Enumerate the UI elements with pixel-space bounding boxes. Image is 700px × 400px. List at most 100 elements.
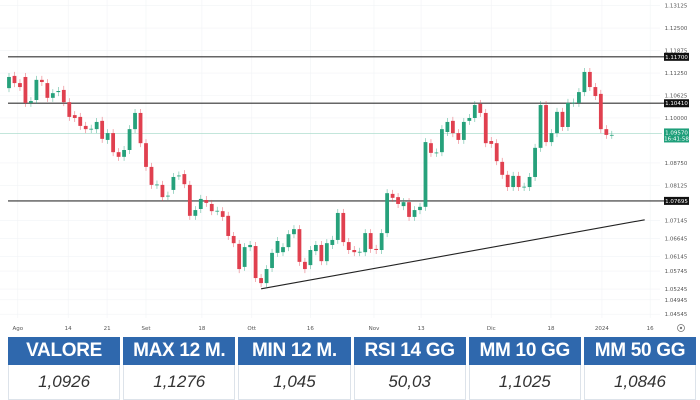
candle-down (187, 184, 192, 216)
x-tick-label: 2024 (595, 326, 609, 332)
candle-down (560, 111, 565, 127)
candle-up (56, 91, 61, 93)
x-tick-label: 14 (65, 326, 72, 332)
candle-up (571, 102, 576, 104)
candle-up (155, 184, 159, 186)
level-lines (0, 56, 665, 290)
candle-down (396, 197, 400, 204)
x-tick-label: Set (141, 326, 151, 332)
level-label: 1.07695 (665, 199, 688, 205)
candle-down (516, 175, 521, 188)
y-tick-label: 1.08125 (665, 183, 688, 189)
trendline (260, 219, 645, 290)
level-label-box (664, 196, 689, 205)
candle-down (226, 215, 231, 236)
candle-down (111, 133, 116, 153)
candle-down (12, 75, 17, 84)
gear-icon[interactable] (677, 324, 685, 332)
level-label: 1.11700 (665, 55, 688, 61)
candle-up (472, 105, 477, 118)
stat-value: 1,1025 (468, 365, 581, 400)
candle-down (429, 143, 433, 153)
candle-down (368, 233, 373, 249)
candle-down (494, 143, 499, 162)
candle-up (527, 176, 532, 188)
candle-down (450, 120, 455, 134)
candle-up (248, 244, 253, 248)
candle-down (100, 120, 105, 139)
candle-down (587, 71, 592, 88)
x-tick-label: Dic (487, 326, 496, 332)
stat-column: MAX 12 M. 1,1276 (123, 337, 236, 400)
y-tick-label: 1.06145 (665, 255, 688, 261)
stat-label: MIN 12 M. (238, 337, 351, 365)
candle-up (418, 206, 422, 211)
y-tick-label: 1.11250 (665, 71, 688, 77)
stat-value: 1,0926 (8, 365, 121, 400)
candle-up (533, 147, 537, 177)
x-tick-label: Ago (12, 326, 23, 332)
candle-up (29, 101, 33, 103)
stats-table: VALORE 1,0926 MAX 12 M. 1,1276 MIN 12 M. 1,04… (8, 337, 697, 400)
candle-down (259, 278, 263, 284)
y-tick-label: 1.13125 (665, 4, 688, 10)
level-label-box (664, 52, 689, 61)
candle-up (127, 129, 132, 150)
y-tick-label: 1.04945 (665, 298, 688, 304)
candle-up (434, 152, 439, 154)
x-tick-label: 16 (307, 326, 314, 332)
x-tick-label: 18 (547, 326, 554, 332)
candle-up (34, 79, 39, 100)
candle-up (461, 121, 466, 140)
candle-down (78, 116, 83, 126)
candle-up (270, 252, 274, 268)
candle-down (303, 261, 307, 270)
y-tick-label: 1.10625 (665, 94, 688, 100)
candle-up (122, 150, 126, 157)
candle-up (566, 102, 570, 127)
candle-up (166, 195, 170, 197)
stat-label: VALORE (8, 337, 121, 365)
grid (0, 0, 660, 318)
candle-up (335, 212, 340, 240)
candle-down (149, 166, 154, 185)
x-axis: Ago 14 21 Set 18 Ott 16 Nov 13 Dic 18 2024 16 (12, 326, 654, 332)
candle-down (407, 202, 411, 217)
candle-down (39, 79, 44, 83)
candle-down (45, 83, 50, 98)
level-label: 1.10410 (665, 101, 688, 107)
candle-up (582, 71, 587, 93)
x-tick-label: 18 (198, 326, 205, 332)
candle-up (133, 112, 137, 130)
candle-up (198, 198, 203, 209)
candle-up (193, 210, 198, 216)
x-tick-label: 13 (418, 326, 425, 332)
y-tick-label: 1.05745 (665, 269, 688, 275)
candle-down (456, 133, 461, 140)
candle-down (67, 102, 72, 117)
candle-up (7, 76, 11, 89)
candle-up (385, 193, 390, 234)
y-tick-label: 1.04545 (665, 312, 688, 318)
stat-value: 50,03 (353, 365, 466, 400)
candle-down (231, 235, 236, 244)
candle-down (297, 229, 302, 262)
candle-up (401, 202, 406, 207)
candle-down (544, 105, 548, 143)
last-price-label: 1.09570 (665, 130, 688, 136)
y-tick-label: 1.07145 (665, 219, 688, 225)
candle-up (440, 129, 444, 153)
candle-up (171, 176, 176, 190)
candle-up (308, 250, 313, 266)
x-tick-label: Ott (247, 326, 256, 332)
candle-up (313, 244, 318, 252)
candle-down (319, 244, 324, 262)
candle-up (275, 241, 280, 253)
candle-down (23, 76, 28, 103)
candle-down (374, 248, 379, 250)
candle-up (522, 186, 527, 188)
candle-up (538, 105, 543, 148)
candle-down (220, 211, 225, 217)
candle-down (160, 184, 165, 198)
stat-column: MM 50 GG 1,0846 (583, 337, 697, 400)
